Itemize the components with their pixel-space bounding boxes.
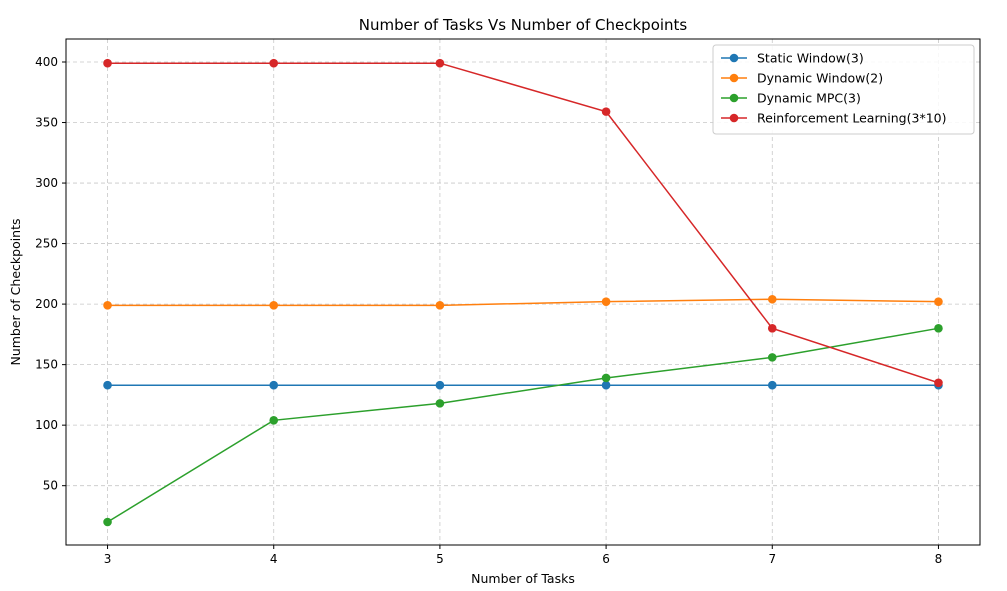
legend-item-reinforcement-learning-3-10: Reinforcement Learning(3*10) (721, 111, 946, 126)
data-point-dynamic-mpc-3 (767, 353, 777, 362)
y-tick-label: 350 (35, 116, 58, 130)
data-point-dynamic-window-2 (601, 297, 611, 306)
series-line-dynamic-window-2 (107, 298, 939, 307)
data-point-static-window-3 (601, 380, 611, 390)
data-point-dynamic-mpc-3 (435, 399, 445, 408)
y-tick-label: 50 (43, 479, 58, 493)
data-point-dynamic-window-2 (269, 301, 279, 310)
chart-title: Number of Tasks Vs Number of Checkpoints (359, 16, 688, 34)
series-group (103, 58, 943, 527)
legend-item-dynamic-window-2: Dynamic Window(2) (721, 71, 883, 86)
data-point-static-window-3 (767, 380, 777, 390)
y-tick-label: 150 (35, 358, 58, 372)
legend: Static Window(3) Dynamic Window(2) Dynamic… (712, 44, 975, 135)
data-point-dynamic-mpc-3 (103, 517, 112, 527)
series-line-dynamic-mpc-3 (107, 327, 939, 523)
x-tick-label: 8 (935, 552, 943, 566)
y-tick-label: 300 (35, 176, 58, 190)
series-dynamic-window-2 (103, 294, 943, 310)
legend-swatch-marker (729, 53, 739, 63)
legend-label: Static Window(3) (757, 51, 864, 66)
data-point-reinforcement-learning-3-10 (435, 58, 445, 68)
x-tick-label: 6 (602, 552, 610, 566)
legend-swatch-marker (729, 93, 739, 103)
y-tick-label: 200 (35, 297, 58, 311)
series-line-reinforcement-learning-3-10 (107, 62, 939, 384)
y-tick-label: 100 (35, 418, 58, 432)
data-point-static-window-3 (269, 380, 279, 390)
series-dynamic-mpc-3 (103, 324, 943, 527)
data-point-reinforcement-learning-3-10 (601, 107, 611, 116)
x-tick-label: 5 (436, 552, 444, 566)
data-point-dynamic-window-2 (103, 301, 112, 310)
legend-label: Reinforcement Learning(3*10) (757, 111, 946, 126)
y-axis-ticks: 50 100 150 200 250 300 350 400 (35, 55, 66, 493)
series-reinforcement-learning-3-10 (103, 58, 943, 388)
data-point-reinforcement-learning-3-10 (934, 378, 943, 388)
legend-label: Dynamic MPC(3) (757, 91, 861, 106)
data-point-dynamic-mpc-3 (934, 324, 943, 333)
data-point-static-window-3 (435, 380, 445, 390)
legend-swatch-marker (729, 113, 739, 123)
data-point-static-window-3 (103, 380, 112, 390)
legend-label: Dynamic Window(2) (757, 71, 883, 86)
legend-item-dynamic-mpc-3: Dynamic MPC(3) (721, 91, 861, 106)
legend-item-static-window-3: Static Window(3) (721, 51, 864, 66)
data-point-dynamic-window-2 (435, 301, 445, 310)
data-point-reinforcement-learning-3-10 (767, 324, 777, 333)
data-point-reinforcement-learning-3-10 (103, 58, 112, 68)
data-point-dynamic-window-2 (767, 294, 777, 304)
plot-frame (65, 38, 981, 546)
x-tick-label: 7 (768, 552, 776, 566)
legend-swatch-marker (729, 73, 739, 83)
x-tick-label: 4 (270, 552, 278, 566)
data-point-dynamic-mpc-3 (601, 373, 611, 383)
y-tick-label: 400 (35, 55, 58, 69)
y-axis-label: Number of Checkpoints (8, 218, 23, 365)
data-point-reinforcement-learning-3-10 (269, 58, 279, 68)
x-axis-label: Number of Tasks (471, 571, 575, 586)
data-point-dynamic-mpc-3 (269, 416, 279, 425)
y-tick-label: 250 (35, 237, 58, 251)
data-point-dynamic-window-2 (934, 297, 943, 306)
legend-box (712, 44, 975, 135)
x-axis-ticks: 3 4 5 6 7 8 (104, 545, 943, 566)
x-tick-label: 3 (104, 552, 112, 566)
